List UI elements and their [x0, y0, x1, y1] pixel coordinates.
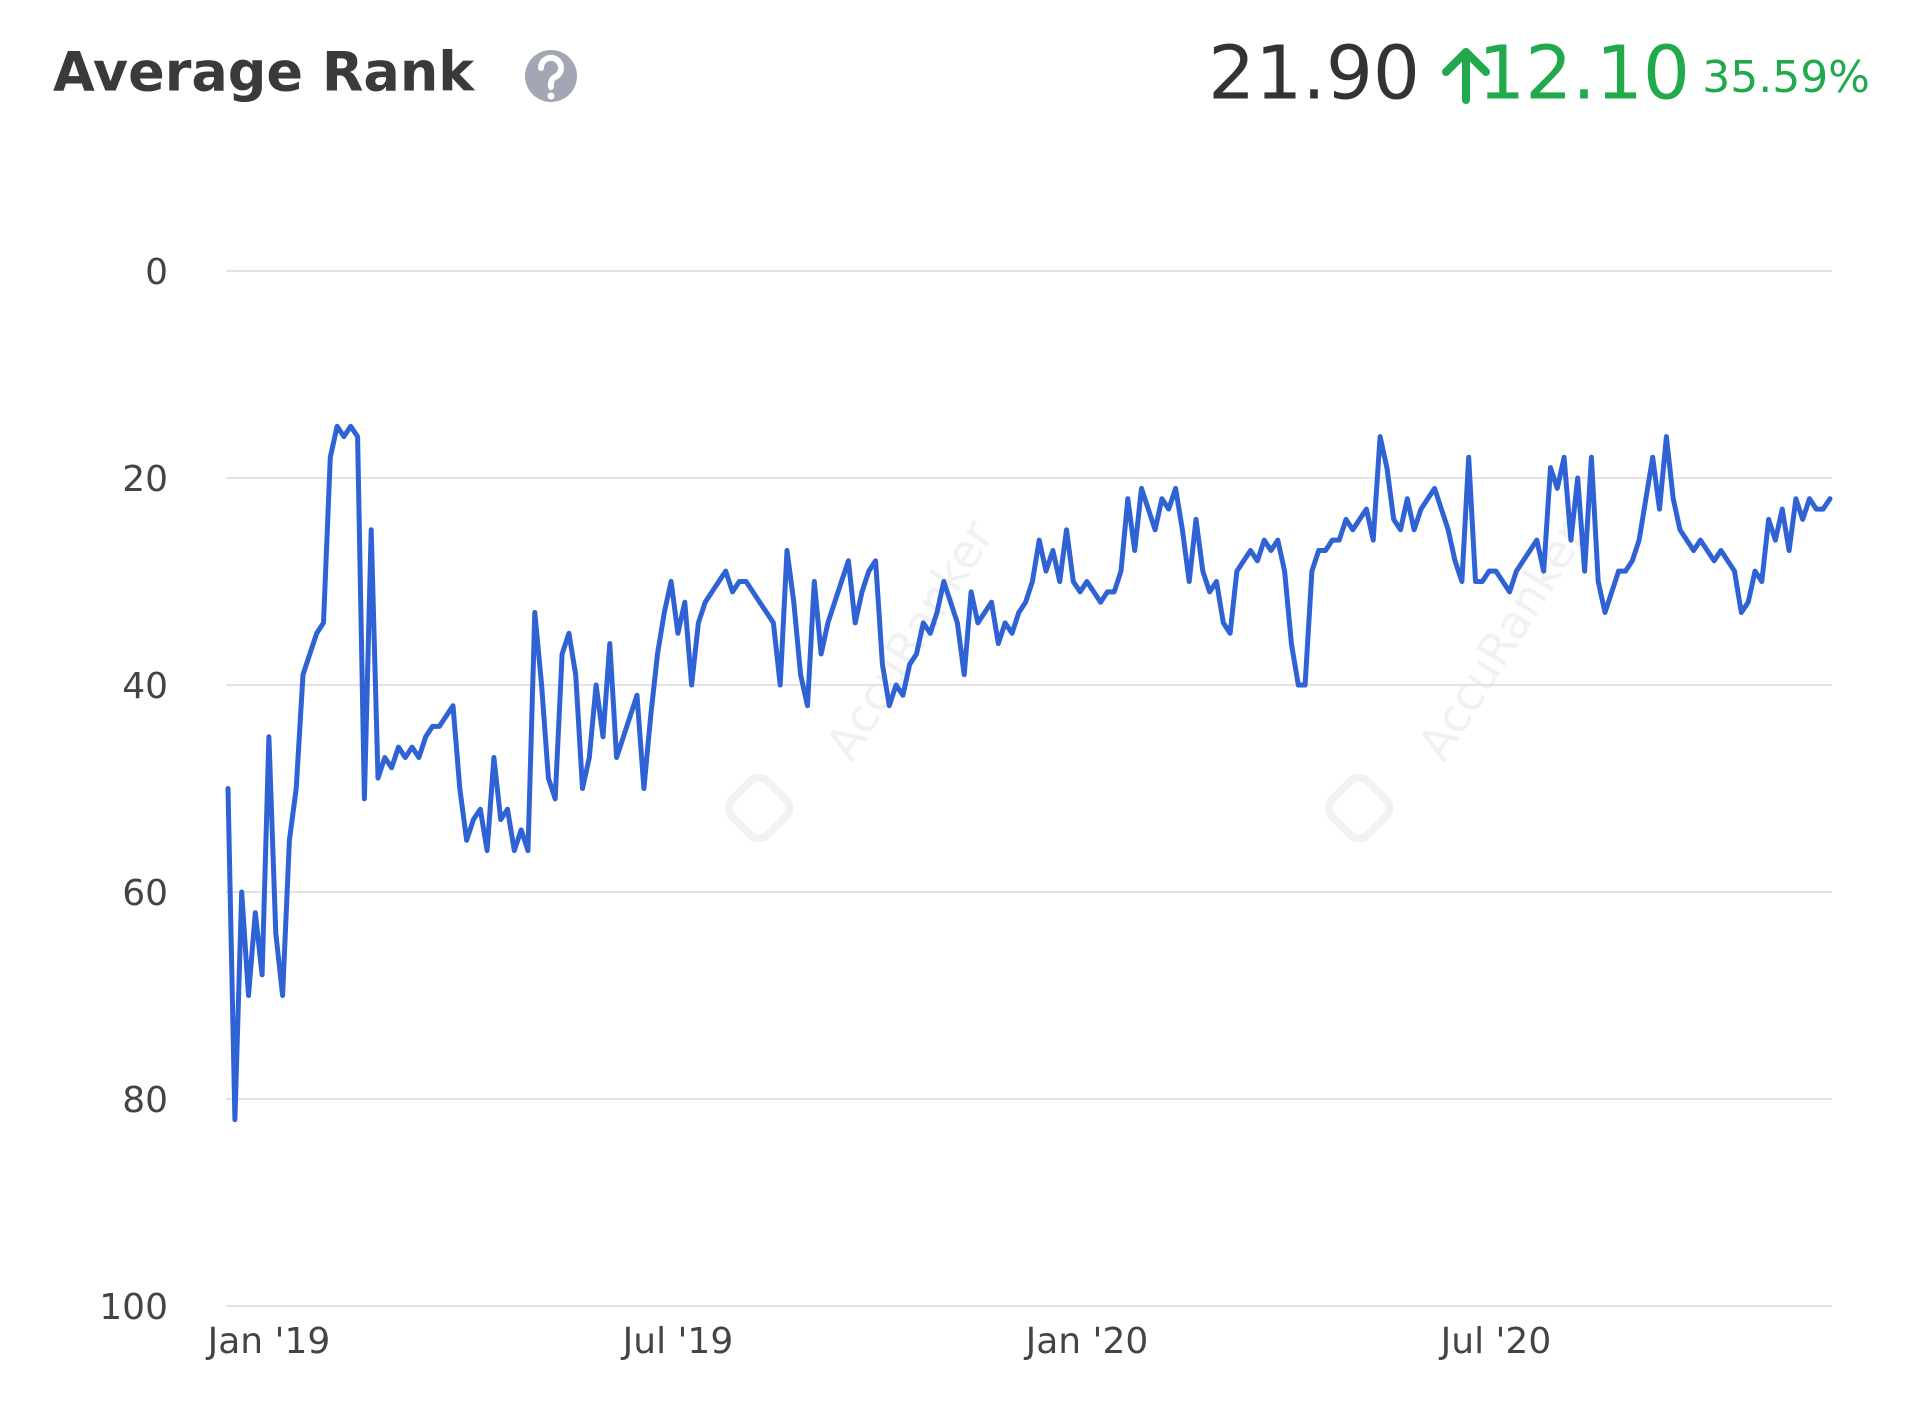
- y-tick-label: 20: [122, 459, 168, 500]
- chart-title: Average Rank: [53, 41, 475, 104]
- summary-value: 21.90: [1208, 31, 1420, 117]
- watermark-text: AccuRanker: [1407, 511, 1596, 769]
- x-tick-label: Jul '19: [621, 1321, 734, 1362]
- watermarks: AccuRanker AccuRanker: [724, 511, 1597, 843]
- watermark-logo: [1324, 773, 1394, 843]
- y-tick-label: 60: [122, 873, 168, 914]
- y-tick-label: 40: [122, 666, 168, 707]
- watermark-text: AccuRanker: [815, 511, 1004, 769]
- y-tick-label: 80: [122, 1080, 168, 1121]
- summary-change: 12.10: [1478, 31, 1690, 117]
- help-icon-circle: [525, 50, 577, 102]
- y-tick-label: 0: [145, 252, 168, 293]
- help-icon-dot: [547, 92, 555, 100]
- summary-change-percent: 35.59%: [1702, 52, 1870, 103]
- watermark-logo: [724, 773, 794, 843]
- x-tick-label: Jan '20: [1024, 1321, 1149, 1362]
- y-tick-label: 100: [99, 1287, 168, 1328]
- x-tick-label: Jul '20: [1439, 1321, 1552, 1362]
- up-arrow: [1442, 48, 1490, 104]
- x-tick-label: Jan '19: [206, 1321, 331, 1362]
- line-series: [225, 423, 1833, 1123]
- help-icon-glyph: [537, 54, 564, 90]
- help-icon[interactable]: [525, 50, 577, 102]
